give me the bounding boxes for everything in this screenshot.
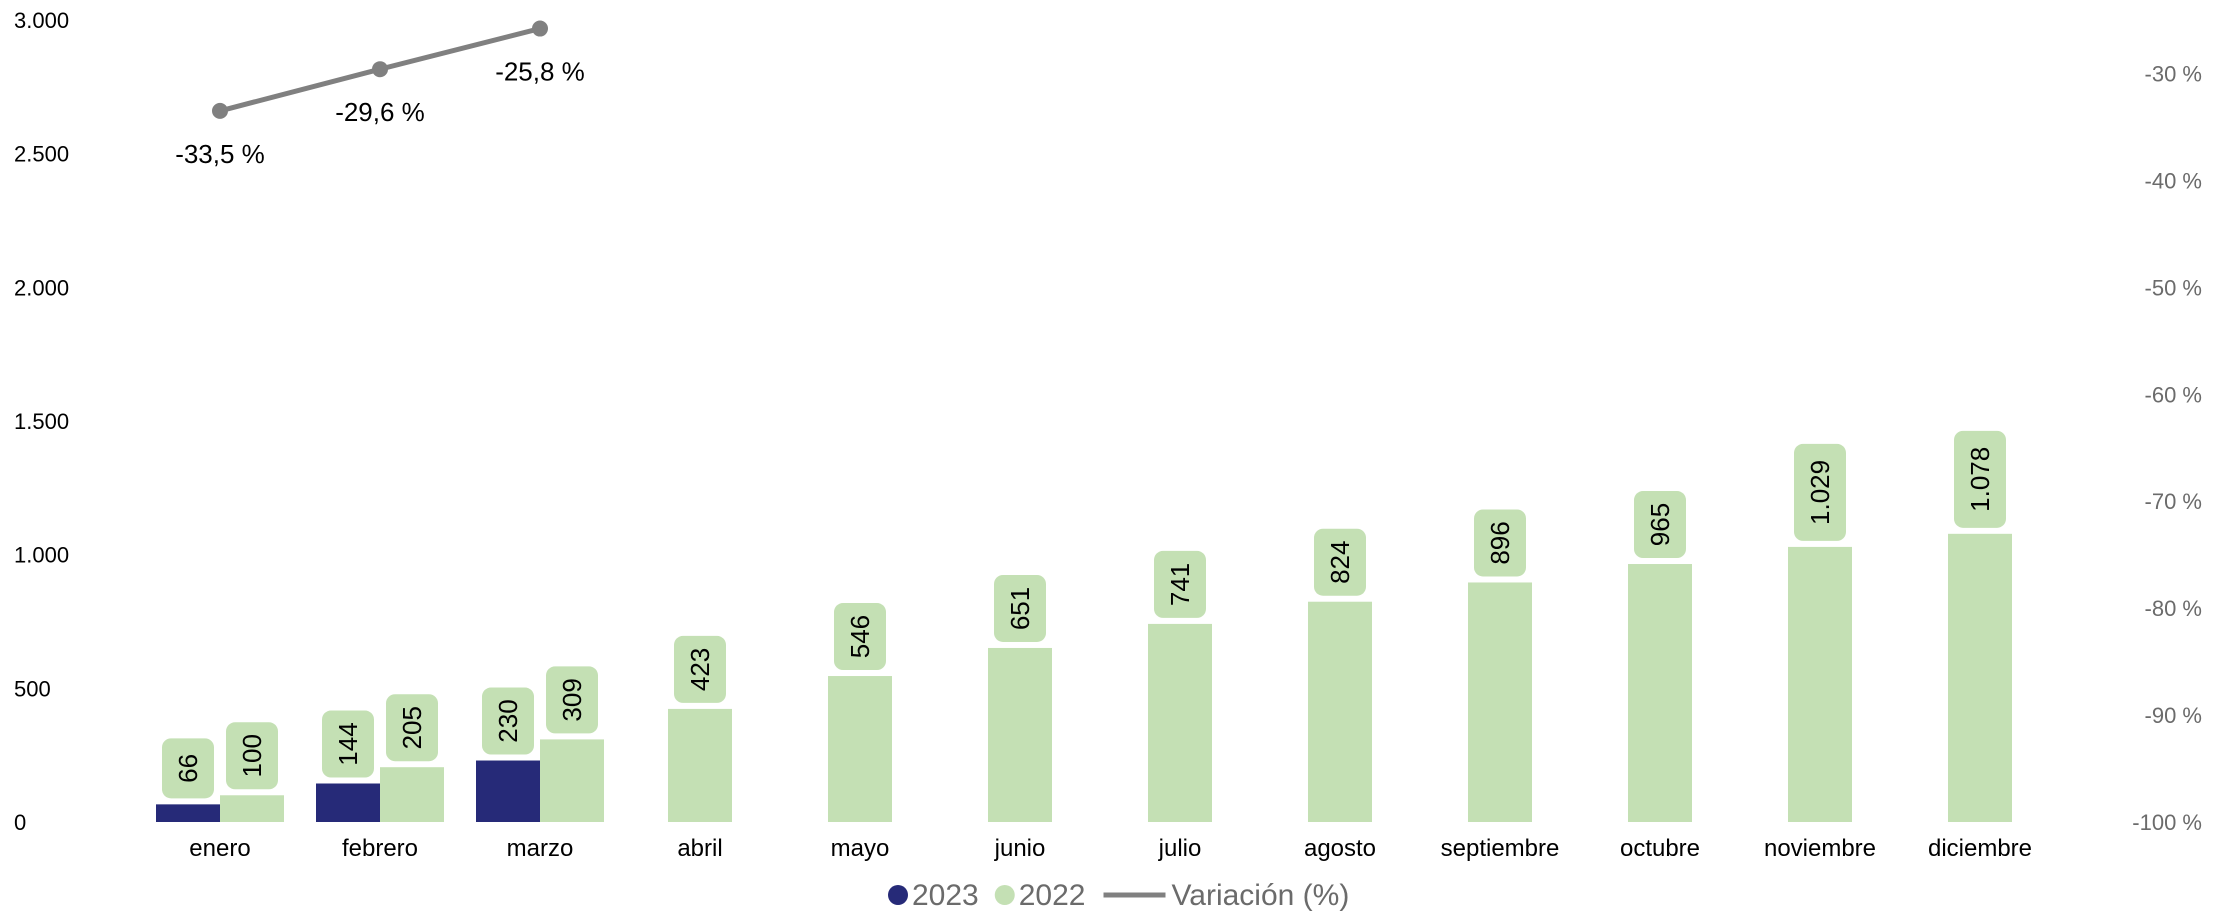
data-label-box bbox=[546, 666, 598, 734]
y-left-tick-label: 2.500 bbox=[14, 142, 69, 167]
data-label: 423 bbox=[685, 648, 715, 691]
x-category-label: mayo bbox=[831, 835, 890, 862]
bar-2022 bbox=[1788, 546, 1852, 822]
variation-line-series: -33,5 % -29,6 % -25,8 % bbox=[175, 20, 585, 169]
bar-2022 bbox=[1628, 564, 1692, 822]
variation-point bbox=[532, 20, 548, 37]
y-right-tick-label: -90 % bbox=[2145, 703, 2202, 728]
x-category-label: noviembre bbox=[1764, 835, 1876, 862]
y-right-tick-label: -80 % bbox=[2145, 596, 2202, 621]
x-category-label: octubre bbox=[1620, 835, 1700, 862]
data-label: 741 bbox=[1165, 563, 1195, 606]
legend-label: 2023 bbox=[912, 879, 979, 912]
legend-marker bbox=[888, 885, 908, 905]
x-category-label: enero bbox=[189, 835, 250, 862]
data-label-box bbox=[1954, 430, 2006, 528]
bar-2023 bbox=[476, 760, 540, 822]
data-label-box bbox=[1154, 550, 1206, 618]
legend: 2023 2022 Variación (%) bbox=[888, 879, 1349, 912]
data-label-box bbox=[322, 710, 374, 778]
x-category-label: marzo bbox=[507, 835, 574, 862]
y-right-tick-label: -70 % bbox=[2145, 489, 2202, 514]
bar-2022 bbox=[540, 739, 604, 822]
variation-data-label: -29,6 % bbox=[335, 97, 425, 127]
x-category-label: abril bbox=[677, 835, 722, 862]
data-label-box bbox=[482, 687, 534, 755]
x-category-label: junio bbox=[994, 835, 1046, 862]
x-category-label: diciembre bbox=[1928, 835, 2032, 862]
x-category-label: julio bbox=[1158, 835, 1202, 862]
bar-2023 bbox=[156, 804, 220, 822]
data-label-box bbox=[386, 694, 438, 762]
y-left-tick-label: 2.000 bbox=[14, 275, 69, 300]
data-label: 230 bbox=[493, 699, 523, 742]
data-label-box bbox=[1474, 509, 1526, 577]
data-label: 824 bbox=[1325, 541, 1355, 584]
bars bbox=[156, 533, 2012, 822]
y-left-tick-label: 0 bbox=[14, 810, 26, 835]
bar-2022 bbox=[668, 708, 732, 822]
bar-2022 bbox=[828, 676, 892, 822]
bar-2022 bbox=[1148, 623, 1212, 822]
x-category-label: septiembre bbox=[1441, 835, 1560, 862]
variation-data-label: -25,8 % bbox=[495, 57, 585, 87]
x-axis-categories: enero febrero marzo abril mayo junio julio agos… bbox=[189, 835, 2032, 862]
data-label: 965 bbox=[1645, 503, 1675, 546]
y-axis-left: 0 500 1.000 1.500 2.000 2.500 3.000 bbox=[14, 8, 69, 835]
data-label: 1.029 bbox=[1805, 460, 1835, 525]
y-right-tick-label: -60 % bbox=[2145, 382, 2202, 407]
data-label-box bbox=[1634, 491, 1686, 559]
data-label-box bbox=[1794, 443, 1846, 541]
bar-2022 bbox=[1468, 582, 1532, 822]
bar-2022 bbox=[220, 795, 284, 822]
y-right-tick-label: -30 % bbox=[2145, 61, 2202, 86]
data-label-box bbox=[834, 603, 886, 671]
y-left-tick-label: 1.500 bbox=[14, 409, 69, 434]
data-label: 651 bbox=[1005, 587, 1035, 630]
legend-marker bbox=[994, 885, 1015, 905]
bar-2022 bbox=[1308, 601, 1372, 822]
y-left-tick-label: 1.000 bbox=[14, 543, 69, 568]
legend-label: Variación (%) bbox=[1172, 879, 1350, 912]
y-right-tick-label: -40 % bbox=[2145, 168, 2202, 193]
variation-data-label: -33,5 % bbox=[175, 139, 265, 169]
bar-2022 bbox=[1948, 533, 2012, 822]
data-label: 144 bbox=[333, 722, 363, 765]
variation-point bbox=[212, 102, 228, 119]
data-label-box bbox=[226, 722, 278, 790]
data-label-box bbox=[674, 635, 726, 703]
data-label: 309 bbox=[557, 678, 587, 721]
bar-2023 bbox=[316, 783, 380, 822]
y-axis-right: -100 % -90 % -80 % -70 % -60 % -50 % -40 % -30 … bbox=[2132, 61, 2202, 835]
y-right-tick-label: -100 % bbox=[2132, 810, 2202, 835]
data-label-box bbox=[162, 738, 214, 799]
data-label: 546 bbox=[845, 615, 875, 658]
x-category-label: febrero bbox=[342, 835, 418, 862]
bar-2022 bbox=[380, 767, 444, 822]
bar-data-labels: 66 100 144 205 230 309 423 546 651 741 824 896 965 1.… bbox=[162, 430, 2006, 799]
legend-label: 2022 bbox=[1019, 879, 1086, 912]
data-label-box bbox=[994, 574, 1046, 642]
x-category-label: agosto bbox=[1304, 835, 1376, 862]
data-label-box bbox=[1314, 528, 1366, 596]
y-right-tick-label: -50 % bbox=[2145, 275, 2202, 300]
bar-2022 bbox=[988, 647, 1052, 822]
data-label: 66 bbox=[173, 754, 203, 783]
y-left-tick-label: 500 bbox=[14, 676, 51, 701]
data-label: 205 bbox=[397, 706, 427, 749]
data-label: 896 bbox=[1485, 521, 1515, 564]
variation-point bbox=[372, 61, 388, 78]
data-label: 100 bbox=[237, 734, 267, 777]
data-label: 1.078 bbox=[1965, 447, 1995, 512]
y-left-tick-label: 3.000 bbox=[14, 8, 69, 33]
